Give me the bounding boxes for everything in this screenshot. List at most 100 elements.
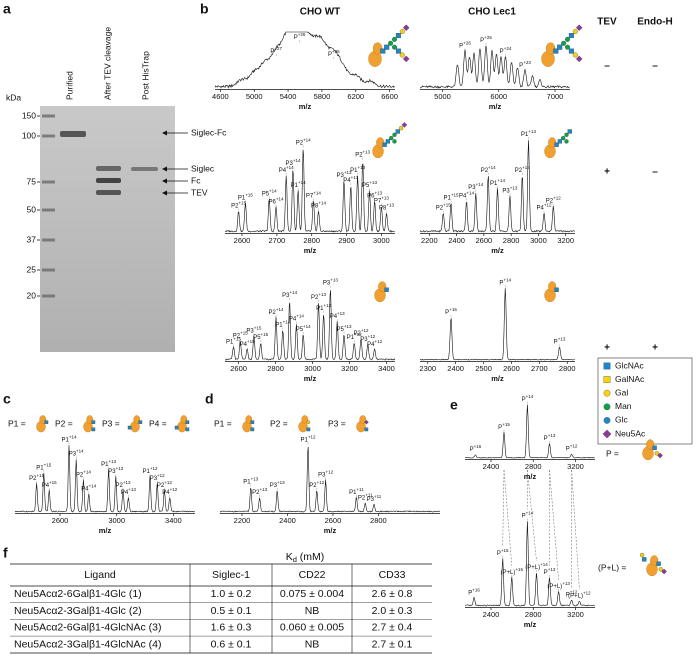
peak-label: P1+14	[62, 435, 77, 443]
table-cell: 0.060 ± 0.005	[280, 622, 344, 634]
gel-band	[60, 131, 86, 137]
peak-label: P3+14	[282, 290, 297, 298]
glycan-square	[384, 287, 389, 292]
tick-label: 2600	[503, 364, 520, 373]
table-header: Ligand	[84, 569, 116, 581]
table-cell: 0.6 ± 0.1	[211, 638, 252, 650]
protein	[39, 415, 47, 424]
table-cell: 2.6 ± 0.8	[372, 588, 413, 600]
peak-label: P+14	[499, 278, 511, 286]
peak-label: P1+13	[316, 303, 331, 311]
glycan-square	[553, 48, 559, 54]
peak-label: P4+12	[162, 487, 177, 495]
marker-label: 37	[27, 234, 37, 244]
glycan-circle	[603, 417, 611, 424]
protein	[545, 42, 556, 55]
peak-label: P+13	[544, 567, 556, 575]
guide-line	[571, 469, 580, 590]
table-header: Siglec-1	[212, 569, 250, 581]
band-label: TEV	[191, 187, 208, 197]
glycan-square	[364, 427, 369, 432]
marker-label: 75	[27, 176, 37, 186]
axis-label: m/z	[491, 374, 504, 383]
spectrum-trace	[464, 404, 595, 459]
peak-label: P4+15	[42, 480, 57, 488]
peak-label: P3+14	[286, 158, 301, 166]
glycan-square	[557, 139, 563, 144]
ladder-band	[42, 114, 55, 118]
glycan-circle	[572, 52, 578, 58]
glycan-square	[395, 33, 401, 38]
gel-band	[96, 178, 121, 183]
arrow-head	[162, 130, 167, 136]
treatment-sign: –	[604, 61, 610, 72]
marker-label: 50	[27, 204, 37, 214]
species-label: P3 =	[328, 418, 346, 428]
peak-label: P4+13	[121, 487, 136, 495]
table-cell: NB	[305, 605, 320, 617]
tick-label: 5000	[434, 92, 451, 101]
glycan-square	[603, 362, 611, 370]
treatment-sign: +	[604, 343, 610, 354]
glycan-circle	[654, 451, 659, 456]
peak-label: P2+14	[296, 138, 311, 146]
ladder-band	[42, 294, 55, 298]
glycan-diamond	[401, 122, 408, 128]
peak-label: P2+13	[116, 480, 131, 488]
protein	[245, 415, 253, 424]
glycan-square	[385, 139, 391, 144]
band-label: Siglec	[191, 163, 215, 173]
peak-label: P3+13	[502, 185, 517, 193]
glycan-square	[138, 420, 143, 424]
tick-label: 2200	[234, 516, 251, 525]
glycan-square	[185, 420, 190, 424]
peak-label: P3+12	[360, 334, 375, 342]
table-cell: 1.0 ± 0.2	[211, 588, 252, 600]
peak-label: P4+14	[459, 191, 474, 199]
glycan-diamond	[402, 24, 410, 31]
peak-label: P4+12	[367, 339, 382, 347]
peak-label: P1+15	[238, 193, 253, 201]
glycan-square	[44, 420, 49, 424]
tick-label: 2800	[370, 516, 387, 525]
treatment-sign: +	[604, 167, 610, 178]
glycan-square	[91, 427, 96, 432]
marker-label: 150	[22, 110, 36, 120]
tick-label: 2800	[303, 236, 320, 245]
glycan-square	[568, 33, 574, 38]
glycan-circle	[603, 403, 611, 411]
legend-label: Man	[615, 401, 632, 411]
glycan-circle	[564, 132, 569, 137]
glycan-circle	[658, 567, 663, 572]
tick-label: 7000	[547, 92, 564, 101]
peak-label: P1+12	[143, 466, 158, 474]
peak-label: P5+13	[362, 180, 377, 188]
axis-label: m/z	[304, 246, 317, 255]
glycan-square	[250, 420, 255, 424]
tick-label: 3200	[557, 236, 574, 245]
peak-label: P3+15	[246, 326, 261, 334]
axis-label: m/z	[489, 102, 502, 111]
panel-letter: d	[205, 391, 214, 407]
glycan-circle	[392, 139, 397, 144]
guide-line	[502, 469, 505, 548]
peak-label: P3+12	[318, 470, 333, 478]
guide-line	[527, 469, 537, 562]
peak-label: P3+11	[367, 494, 382, 502]
protein	[650, 555, 659, 566]
peak-label: P2+12	[157, 480, 172, 488]
glycan-circle	[392, 132, 397, 137]
peak-label: P2+13	[311, 292, 326, 300]
peak-label: P3+14	[69, 449, 84, 457]
legend-label: GlcNAc	[615, 360, 645, 370]
protein	[376, 137, 385, 148]
peak-label: P+12	[566, 444, 578, 452]
peak-label: P7+13	[374, 196, 389, 204]
protein	[180, 415, 188, 424]
peak-label: P4+14	[279, 165, 294, 173]
tick-label: 5400	[280, 92, 297, 101]
table-cell: 2.7 ± 0.1	[372, 638, 413, 650]
spectrum-trace	[224, 149, 395, 233]
gel	[40, 106, 175, 352]
panel-letter: e	[450, 397, 458, 413]
